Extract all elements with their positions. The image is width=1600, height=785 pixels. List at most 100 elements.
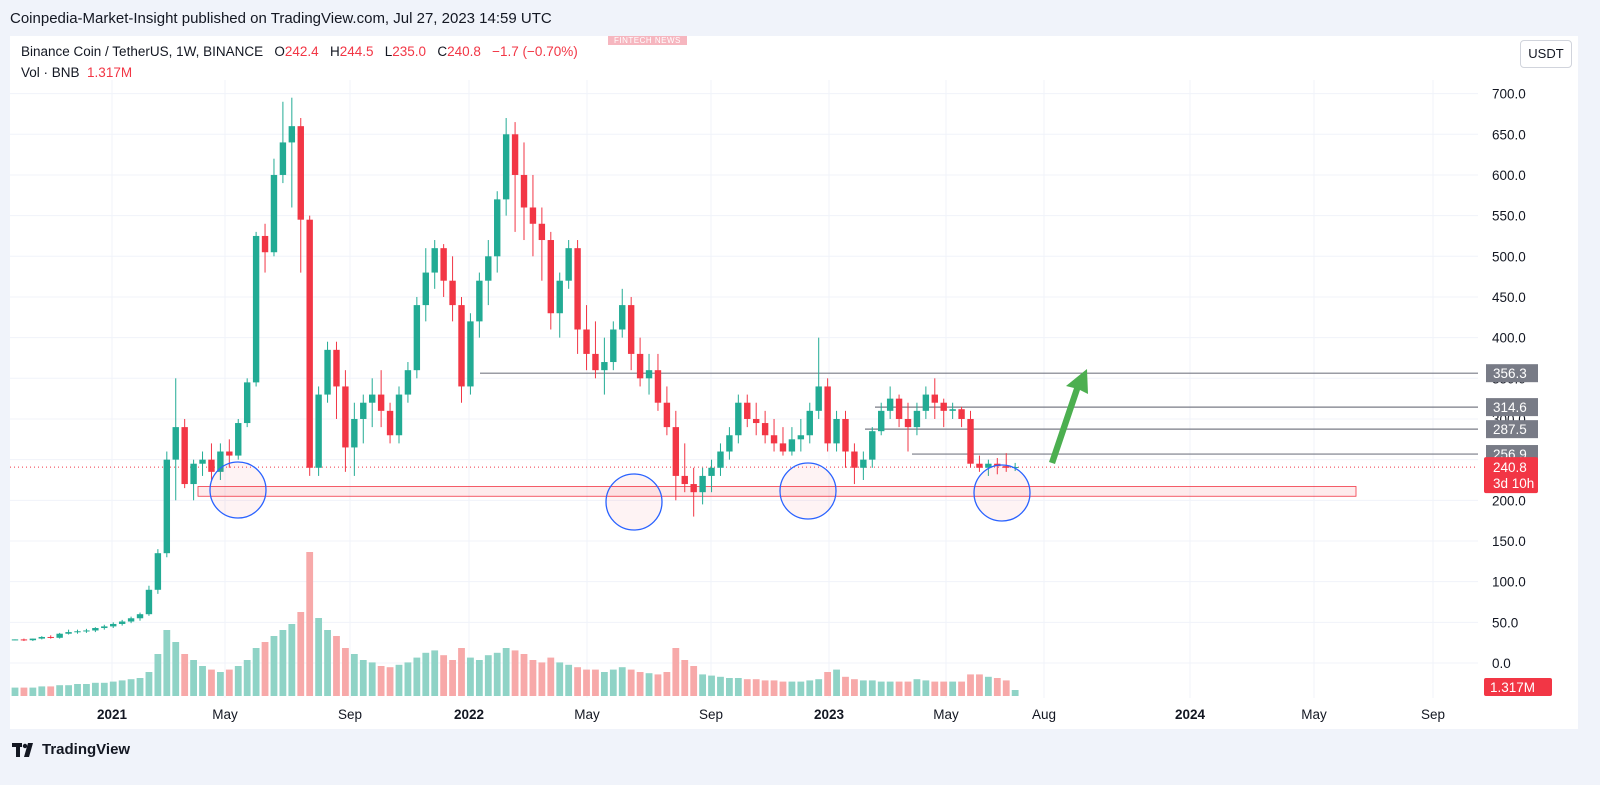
- candle-body[interactable]: [38, 636, 45, 639]
- candle-body[interactable]: [502, 134, 510, 200]
- candle-body[interactable]: [529, 207, 537, 224]
- candle-body[interactable]: [324, 349, 331, 395]
- candle-body[interactable]: [851, 451, 858, 468]
- candle-body[interactable]: [610, 329, 617, 363]
- candle-body[interactable]: [636, 353, 644, 379]
- candle-body[interactable]: [181, 427, 188, 485]
- candle-body[interactable]: [833, 418, 840, 444]
- candle-body[interactable]: [511, 134, 519, 175]
- candle-body[interactable]: [1011, 466, 1019, 468]
- candle-body[interactable]: [20, 639, 28, 641]
- candle-body[interactable]: [360, 402, 367, 419]
- candle-body[interactable]: [985, 463, 992, 468]
- candle-body[interactable]: [351, 418, 358, 448]
- candle-body[interactable]: [386, 410, 394, 436]
- candle-body[interactable]: [485, 256, 492, 281]
- candle-body[interactable]: [913, 410, 921, 428]
- candle-body[interactable]: [190, 463, 197, 485]
- candle-body[interactable]: [243, 382, 251, 424]
- candle-body[interactable]: [47, 636, 54, 638]
- candle-body[interactable]: [797, 435, 805, 440]
- candle-body[interactable]: [110, 623, 117, 627]
- candle-body[interactable]: [279, 142, 287, 175]
- candle-body[interactable]: [779, 443, 787, 452]
- candle-body[interactable]: [886, 398, 894, 411]
- symbol-name[interactable]: Binance Coin / TetherUS, 1W, BINANCE: [21, 44, 264, 59]
- candle-body[interactable]: [74, 631, 81, 633]
- candle-body[interactable]: [547, 240, 554, 314]
- candle-body[interactable]: [583, 329, 590, 354]
- candle-body[interactable]: [922, 394, 930, 411]
- candle-body[interactable]: [29, 638, 37, 641]
- support-touch-circle[interactable]: [779, 462, 837, 520]
- candle-body[interactable]: [118, 621, 126, 624]
- support-touch-circle[interactable]: [605, 473, 663, 531]
- candle-body[interactable]: [145, 589, 153, 615]
- candle-body[interactable]: [306, 219, 313, 468]
- candle-body[interactable]: [413, 305, 421, 371]
- candle-body[interactable]: [377, 394, 385, 411]
- candle-body[interactable]: [726, 435, 733, 452]
- candle-body[interactable]: [752, 418, 760, 424]
- candle-body[interactable]: [788, 439, 796, 452]
- candle-body[interactable]: [592, 353, 599, 371]
- candle-body[interactable]: [931, 394, 938, 403]
- candle-body[interactable]: [333, 349, 340, 387]
- candle-body[interactable]: [315, 394, 322, 468]
- candle-body[interactable]: [297, 126, 304, 220]
- candle-body[interactable]: [163, 459, 171, 554]
- tradingview-brand[interactable]: TradingView: [12, 741, 130, 758]
- candle-body[interactable]: [208, 459, 215, 472]
- candle-body[interactable]: [878, 410, 885, 432]
- candle-body[interactable]: [1003, 466, 1010, 468]
- candle-body[interactable]: [404, 370, 412, 395]
- candle-body[interactable]: [904, 418, 912, 428]
- candle-body[interactable]: [690, 484, 697, 493]
- candle-body[interactable]: [869, 431, 876, 460]
- candle-body[interactable]: [342, 386, 349, 448]
- candle-body[interactable]: [395, 394, 403, 436]
- candle-body[interactable]: [949, 409, 956, 411]
- candle-body[interactable]: [127, 618, 135, 622]
- candle-body[interactable]: [699, 475, 706, 493]
- candle-body[interactable]: [217, 451, 224, 472]
- candle-body[interactable]: [252, 235, 260, 383]
- candle-body[interactable]: [717, 451, 724, 468]
- candle-body[interactable]: [431, 248, 438, 273]
- candle-body[interactable]: [708, 467, 715, 476]
- candle-body[interactable]: [735, 402, 742, 436]
- candle-body[interactable]: [154, 553, 162, 590]
- candle-body[interactable]: [172, 427, 179, 460]
- candle-body[interactable]: [976, 463, 983, 468]
- candle-body[interactable]: [467, 321, 474, 387]
- candle-body[interactable]: [65, 632, 72, 634]
- candle-body[interactable]: [199, 459, 206, 464]
- candle-body[interactable]: [288, 126, 296, 143]
- candle-body[interactable]: [476, 280, 483, 322]
- candle-body[interactable]: [56, 633, 63, 638]
- candle-body[interactable]: [806, 410, 813, 436]
- candle-body[interactable]: [458, 305, 465, 387]
- candle-body[interactable]: [440, 248, 447, 281]
- currency-button[interactable]: USDT: [1520, 40, 1572, 68]
- candle-body[interactable]: [83, 630, 90, 632]
- candle-body[interactable]: [601, 362, 608, 371]
- support-zone[interactable]: [197, 486, 1357, 497]
- candle-body[interactable]: [538, 223, 546, 241]
- candle-body[interactable]: [619, 305, 626, 330]
- breakout-arrow[interactable]: [1049, 369, 1088, 464]
- candle-body[interactable]: [556, 280, 563, 314]
- candle-body[interactable]: [895, 398, 903, 419]
- candle-body[interactable]: [744, 402, 751, 419]
- candle-body[interactable]: [565, 248, 572, 281]
- candle-body[interactable]: [842, 418, 849, 452]
- candle-body[interactable]: [645, 370, 653, 379]
- chart-panel[interactable]: [10, 36, 1578, 729]
- candle-body[interactable]: [654, 370, 662, 403]
- support-touch-circle[interactable]: [973, 464, 1031, 522]
- candle-body[interactable]: [422, 272, 429, 306]
- support-touch-circle[interactable]: [209, 461, 267, 519]
- candle-body[interactable]: [672, 427, 680, 476]
- candle-body[interactable]: [369, 394, 376, 403]
- candle-body[interactable]: [92, 628, 99, 631]
